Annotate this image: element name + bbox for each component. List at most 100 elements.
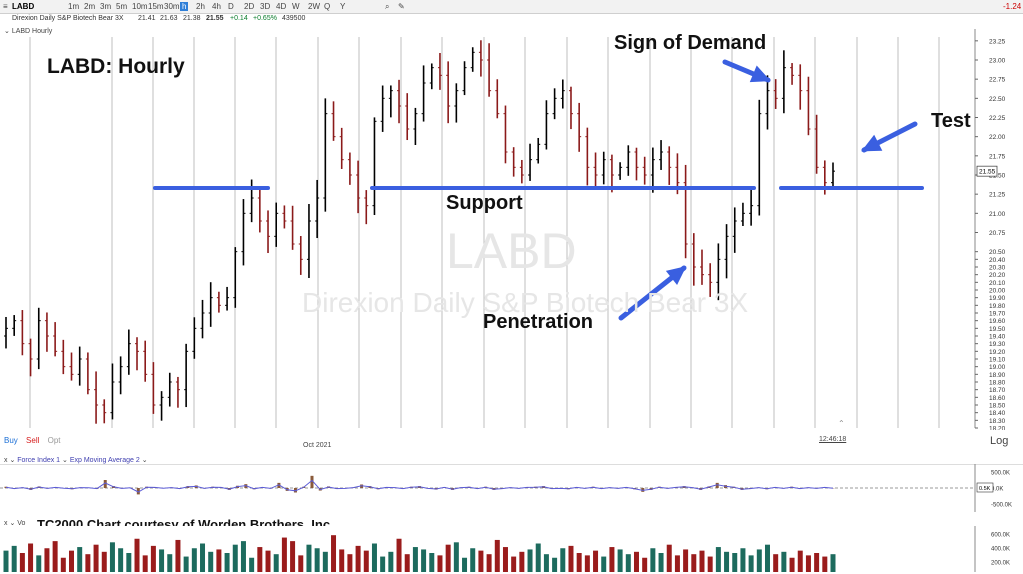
- volume-bar: [200, 543, 206, 572]
- volume-tick-label: 400.0K: [991, 547, 1010, 553]
- annotation-title: LABD: Hourly: [47, 55, 185, 78]
- price-chart[interactable]: 2324272829301456781112131415181920212223…: [0, 0, 1023, 430]
- volume-bar: [814, 553, 820, 572]
- interval-3D[interactable]: 3D: [260, 2, 271, 11]
- buy-button[interactable]: Buy: [4, 436, 18, 445]
- interval-4h[interactable]: 4h: [212, 2, 221, 11]
- interval-15m[interactable]: 15m: [148, 2, 164, 11]
- force-index-chart[interactable]: 500.0K 0.0K -500.0K 0.5K: [0, 464, 1023, 512]
- volume-bar: [453, 542, 459, 572]
- search-icon[interactable]: ⌕: [385, 2, 390, 11]
- y-tick-label: 20.20: [989, 272, 1006, 279]
- force-bar: [277, 482, 281, 488]
- volume-bar: [543, 554, 549, 572]
- sell-button[interactable]: Sell: [26, 436, 40, 445]
- quote-volume: 439500: [282, 15, 306, 22]
- volume-bar: [142, 555, 148, 572]
- interval-W[interactable]: W: [292, 2, 300, 11]
- interval-Q[interactable]: Q: [324, 2, 331, 11]
- interval-h[interactable]: h: [180, 2, 189, 11]
- force-bar: [715, 482, 719, 488]
- volume-bar: [617, 549, 623, 572]
- volume-bar: [576, 553, 582, 572]
- y-tick-label: 22.75: [989, 77, 1006, 84]
- interval-4D[interactable]: 4D: [276, 2, 287, 11]
- volume-bar: [240, 541, 246, 572]
- annotation-support: Support: [446, 192, 523, 214]
- y-tick-label: 19.80: [989, 303, 1006, 310]
- volume-bar: [281, 537, 287, 572]
- drawing-tool-icon[interactable]: ✎: [398, 2, 405, 11]
- collapse-icon[interactable]: ⌄: [4, 28, 12, 35]
- volume-bar: [60, 557, 66, 572]
- close-icon[interactable]: x: [4, 520, 10, 527]
- annotation-arrow-head: [749, 65, 771, 83]
- quote-change: +0.14: [230, 15, 248, 22]
- interval-2W[interactable]: 2W: [308, 2, 320, 11]
- symbol-name: Direxion Daily S&P Biotech Bear 3X: [12, 15, 124, 22]
- annotation-test: Test: [931, 110, 971, 132]
- force-index-label[interactable]: Force Index 1: [17, 457, 61, 464]
- interval-3m[interactable]: 3m: [100, 2, 112, 11]
- interval-1m[interactable]: 1m: [68, 2, 80, 11]
- volume-bar: [519, 551, 525, 572]
- collapse-icon[interactable]: ⌄: [9, 520, 18, 527]
- interval-D[interactable]: D: [228, 2, 234, 11]
- opt-button[interactable]: Opt: [47, 436, 61, 445]
- annotation-sign-of-demand: Sign of Demand: [614, 32, 767, 54]
- volume-bar: [601, 556, 607, 572]
- symbol-label[interactable]: LABD: [12, 2, 35, 11]
- volume-bar: [724, 551, 730, 572]
- volume-bar: [167, 554, 173, 572]
- close-icon[interactable]: x: [4, 457, 10, 464]
- volume-label[interactable]: Vo: [17, 520, 26, 527]
- volume-bar: [347, 554, 353, 572]
- volume-bar: [314, 548, 320, 572]
- volume-bar: [85, 554, 91, 572]
- chevron-down-icon[interactable]: ⌄: [141, 457, 148, 464]
- volume-bar: [429, 553, 435, 572]
- volume-bar: [494, 539, 500, 572]
- volume-bar: [789, 557, 795, 572]
- volume-bar: [19, 553, 25, 572]
- chevron-down-icon[interactable]: ⌄: [62, 457, 70, 464]
- force-tick-label: 500.0K: [991, 471, 1010, 477]
- volume-bar: [109, 542, 115, 572]
- volume-bar: [478, 550, 484, 572]
- volume-bar: [584, 555, 590, 572]
- volume-bar: [3, 550, 9, 572]
- volume-bar: [232, 544, 238, 572]
- y-tick-label: 22.00: [989, 134, 1006, 141]
- interval-30m[interactable]: 30m: [164, 2, 180, 11]
- y-tick-label: 19.10: [989, 357, 1006, 364]
- right-change: -1.24: [1003, 2, 1022, 11]
- interval-5m[interactable]: 5m: [116, 2, 128, 11]
- volume-chart[interactable]: 600.0K 400.0K 200.0K: [0, 526, 1023, 572]
- quote-line: Direxion Daily S&P Biotech Bear 3X 21.41…: [0, 14, 1023, 25]
- volume-bar: [502, 547, 508, 572]
- force-bar: [136, 488, 140, 495]
- ema-label[interactable]: Exp Moving Average 2: [69, 457, 140, 464]
- month-label: Oct 2021: [303, 442, 332, 449]
- menu-icon[interactable]: ≡: [3, 2, 8, 11]
- time-readout: 12:46:18: [819, 436, 847, 443]
- volume-bar: [535, 543, 541, 572]
- force-value-tag: [976, 482, 994, 493]
- volume-bar: [159, 549, 165, 572]
- volume-bar: [339, 549, 345, 572]
- volume-bar: [683, 549, 689, 572]
- volume-bar: [404, 554, 410, 572]
- interval-2h[interactable]: 2h: [196, 2, 205, 11]
- force-bar: [310, 475, 314, 488]
- interval-10m[interactable]: 10m: [132, 2, 148, 11]
- volume-bar: [568, 545, 574, 572]
- volume-bar: [126, 553, 132, 572]
- log-toggle[interactable]: Log: [990, 435, 1009, 447]
- collapse-icon[interactable]: ⌄: [9, 457, 18, 464]
- interval-2D[interactable]: 2D: [244, 2, 255, 11]
- volume-bar: [412, 547, 418, 572]
- interval-Y[interactable]: Y: [340, 2, 346, 11]
- volume-bar: [421, 549, 427, 572]
- volume-bar: [322, 551, 328, 572]
- interval-2m[interactable]: 2m: [84, 2, 96, 11]
